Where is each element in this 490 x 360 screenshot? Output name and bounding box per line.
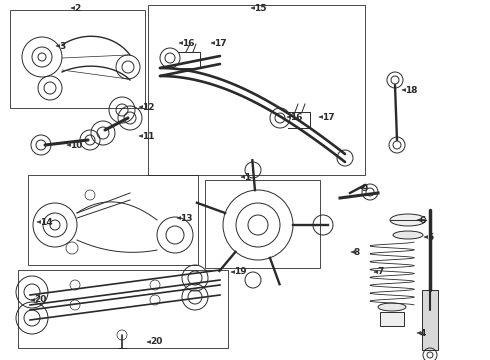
Text: 17: 17	[214, 39, 227, 48]
Text: 18: 18	[405, 86, 417, 95]
Text: 9: 9	[362, 184, 368, 193]
Bar	[205, 180, 320, 268]
Bar	[380, 312, 404, 326]
Text: 12: 12	[142, 103, 154, 112]
Bar	[18, 270, 228, 348]
Text: 19: 19	[234, 267, 246, 276]
Bar	[148, 5, 365, 175]
Text: 16: 16	[290, 113, 302, 122]
Text: 4: 4	[420, 328, 426, 338]
Text: 15: 15	[254, 4, 267, 13]
Ellipse shape	[390, 214, 426, 226]
Text: 5: 5	[427, 233, 433, 242]
Text: 13: 13	[180, 213, 193, 222]
Text: 7: 7	[377, 267, 383, 276]
Text: 20: 20	[150, 338, 162, 346]
Ellipse shape	[378, 303, 406, 311]
Ellipse shape	[393, 231, 423, 239]
Text: 2: 2	[74, 4, 80, 13]
Text: 1: 1	[244, 172, 250, 181]
Text: 3: 3	[59, 41, 65, 50]
Text: 20: 20	[34, 296, 47, 305]
Text: 6: 6	[420, 216, 426, 225]
Text: 11: 11	[142, 131, 154, 140]
Bar	[10, 10, 145, 108]
Bar	[28, 175, 198, 265]
Text: 10: 10	[70, 140, 82, 149]
Text: 16: 16	[182, 39, 195, 48]
Text: 8: 8	[354, 248, 360, 257]
Bar	[422, 290, 438, 350]
Text: 14: 14	[40, 217, 52, 226]
Text: 17: 17	[322, 113, 335, 122]
